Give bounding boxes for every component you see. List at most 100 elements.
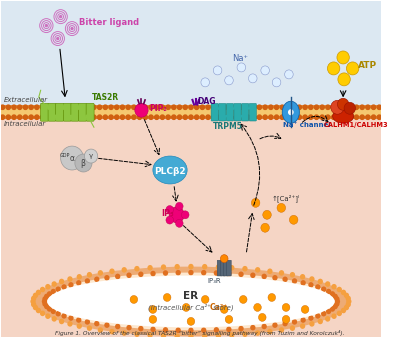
Circle shape xyxy=(267,268,272,274)
Circle shape xyxy=(23,105,28,110)
Circle shape xyxy=(44,304,49,309)
Circle shape xyxy=(263,210,271,219)
Circle shape xyxy=(263,105,267,110)
Circle shape xyxy=(217,115,222,119)
Circle shape xyxy=(174,264,180,269)
Circle shape xyxy=(59,279,64,284)
Circle shape xyxy=(252,105,256,110)
Circle shape xyxy=(252,115,256,119)
Circle shape xyxy=(262,324,267,329)
Ellipse shape xyxy=(153,156,187,184)
Circle shape xyxy=(163,327,168,333)
Circle shape xyxy=(35,105,39,110)
Circle shape xyxy=(75,154,92,172)
Circle shape xyxy=(360,105,364,110)
Circle shape xyxy=(98,327,103,333)
Circle shape xyxy=(282,315,290,323)
Circle shape xyxy=(225,76,233,85)
Circle shape xyxy=(314,115,318,119)
Circle shape xyxy=(51,289,56,294)
Circle shape xyxy=(189,115,193,119)
Circle shape xyxy=(76,317,81,323)
Circle shape xyxy=(292,115,296,119)
Circle shape xyxy=(237,63,246,72)
Circle shape xyxy=(120,115,124,119)
Ellipse shape xyxy=(47,275,334,327)
Circle shape xyxy=(263,115,267,119)
Circle shape xyxy=(309,115,313,119)
Circle shape xyxy=(343,115,347,119)
Circle shape xyxy=(229,265,234,271)
Circle shape xyxy=(115,324,120,329)
Circle shape xyxy=(226,271,232,276)
Circle shape xyxy=(212,105,216,110)
FancyBboxPatch shape xyxy=(86,103,94,121)
Circle shape xyxy=(321,311,326,316)
Circle shape xyxy=(75,105,79,110)
Circle shape xyxy=(183,105,187,110)
Circle shape xyxy=(349,115,353,119)
Circle shape xyxy=(150,327,156,332)
Ellipse shape xyxy=(44,272,338,330)
FancyBboxPatch shape xyxy=(71,103,79,121)
Circle shape xyxy=(274,105,279,110)
Circle shape xyxy=(308,282,314,288)
Circle shape xyxy=(255,330,260,336)
Circle shape xyxy=(300,280,306,286)
Circle shape xyxy=(254,304,261,311)
Circle shape xyxy=(297,115,302,119)
Circle shape xyxy=(6,105,10,110)
Circle shape xyxy=(40,287,45,292)
FancyBboxPatch shape xyxy=(234,103,241,121)
FancyBboxPatch shape xyxy=(227,260,231,276)
Circle shape xyxy=(80,105,84,110)
Circle shape xyxy=(229,105,233,110)
Circle shape xyxy=(214,270,219,276)
Circle shape xyxy=(285,70,293,79)
Circle shape xyxy=(320,115,324,119)
FancyBboxPatch shape xyxy=(249,103,256,121)
Circle shape xyxy=(248,74,257,83)
Circle shape xyxy=(332,115,336,119)
Circle shape xyxy=(280,115,284,119)
Circle shape xyxy=(52,115,56,119)
Circle shape xyxy=(161,264,166,270)
Circle shape xyxy=(30,299,36,304)
Circle shape xyxy=(40,311,45,316)
Circle shape xyxy=(60,16,62,18)
Circle shape xyxy=(6,115,10,119)
Circle shape xyxy=(62,313,67,319)
Circle shape xyxy=(246,115,250,119)
Circle shape xyxy=(92,115,96,119)
Circle shape xyxy=(176,202,183,210)
Circle shape xyxy=(161,333,166,338)
Circle shape xyxy=(109,115,113,119)
Circle shape xyxy=(150,271,156,276)
Circle shape xyxy=(234,105,239,110)
Circle shape xyxy=(68,315,74,321)
Circle shape xyxy=(77,274,82,280)
Circle shape xyxy=(289,215,298,224)
Circle shape xyxy=(282,276,288,282)
Circle shape xyxy=(52,105,56,110)
Text: TRPM5: TRPM5 xyxy=(213,122,243,131)
Circle shape xyxy=(56,311,61,316)
Circle shape xyxy=(300,317,306,323)
Text: Na⁺ channel: Na⁺ channel xyxy=(283,122,331,128)
Circle shape xyxy=(115,105,119,110)
Circle shape xyxy=(143,105,147,110)
Text: γ: γ xyxy=(89,153,93,159)
Circle shape xyxy=(337,287,342,292)
Circle shape xyxy=(46,115,50,119)
Circle shape xyxy=(225,315,233,323)
Circle shape xyxy=(134,332,140,337)
FancyBboxPatch shape xyxy=(48,103,56,121)
Circle shape xyxy=(286,105,290,110)
Circle shape xyxy=(71,27,73,30)
Ellipse shape xyxy=(282,101,299,123)
Circle shape xyxy=(292,278,297,284)
Circle shape xyxy=(246,105,250,110)
Circle shape xyxy=(163,293,171,301)
Circle shape xyxy=(58,105,62,110)
Circle shape xyxy=(272,78,281,87)
